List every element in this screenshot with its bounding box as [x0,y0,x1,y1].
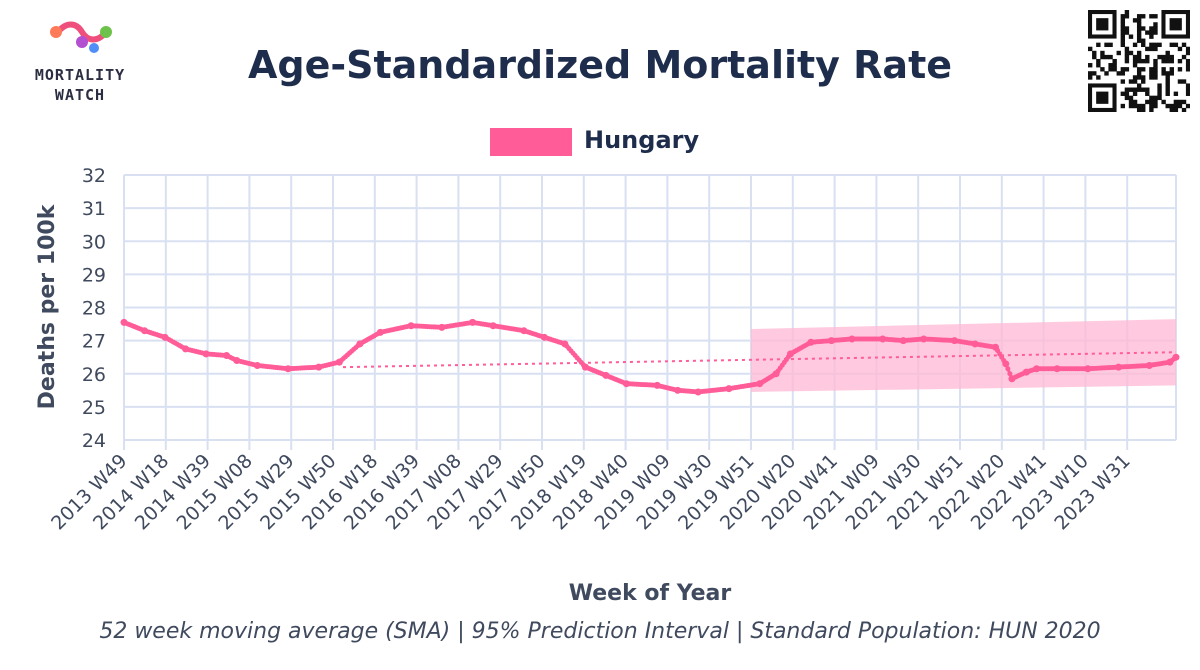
y-tick-label: 24 [82,430,106,452]
prediction-interval-band [751,319,1176,392]
y-tick-label: 26 [82,364,106,386]
mortality-watch-logo[interactable]: MORTALITY WATCH [14,18,146,110]
series-dot-hungary [1003,361,1009,367]
y-tick-label: 27 [82,331,106,353]
qr-code-icon[interactable] [1088,10,1191,113]
series-dot-hungary [1007,371,1013,377]
logo-icon [50,21,112,53]
legend-swatch-hungary[interactable] [490,128,572,156]
y-tick-label: 31 [82,198,106,220]
logo-text-line1: MORTALITY [34,66,126,84]
y-tick-label: 29 [82,264,106,286]
x-axis-title: Week of Year [569,581,732,606]
series-dot-hungary [1173,354,1179,360]
chart-title: Age-Standardized Mortality Rate [248,43,952,87]
logo-text-line2: WATCH [54,86,106,104]
legend-label-hungary: Hungary [584,126,699,154]
y-axis-title: Deaths per 100k [35,203,60,409]
y-tick-label: 25 [82,397,106,419]
y-tick-label: 30 [82,231,106,253]
series-dot-hungary [1005,366,1011,372]
chart-caption: 52 week moving average (SMA) | 95% Predi… [99,619,1100,644]
y-tick-label: 28 [82,298,106,320]
baseline-trend-line [342,351,1177,369]
y-tick-label: 32 [82,165,106,187]
